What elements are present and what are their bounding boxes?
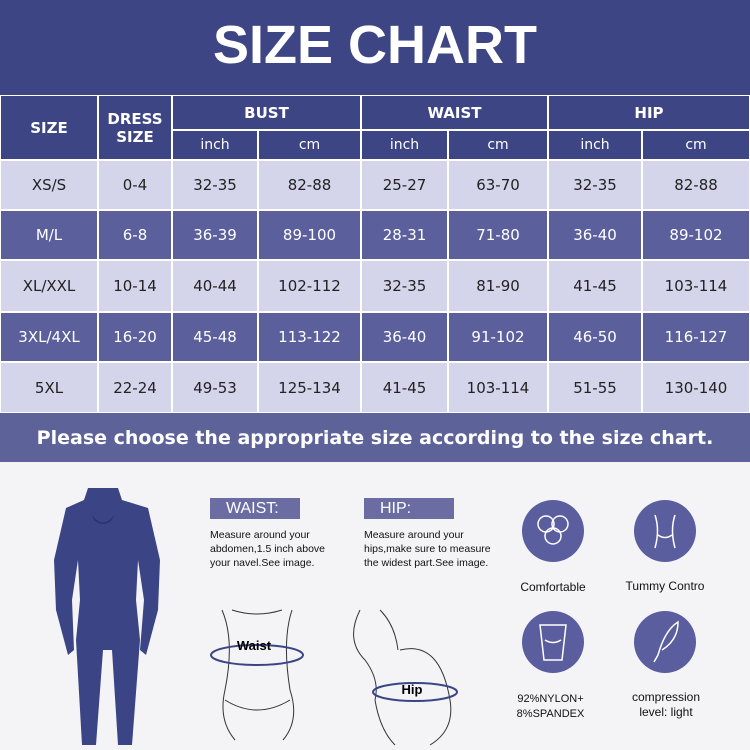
group-header: HIP [548,95,750,130]
title-band [0,0,750,95]
table-cell: 3XL/4XL [0,312,98,362]
table-cell: 36-39 [172,210,258,260]
table-cell: 36-40 [548,210,642,260]
feature-label: Comfortable [520,580,586,594]
feature-label: Tummy Contro [625,579,705,593]
table-cell: 32-35 [361,260,448,312]
measure-text: Measure around your hips,make sure to me… [364,529,491,569]
table-cell: 116-127 [642,312,750,362]
table-cell: 103-114 [448,362,548,413]
unit-header: cm [448,130,548,160]
table-cell: 41-45 [548,260,642,312]
table-cell: 130-140 [642,362,750,413]
feature-label: 92%NYLON+ 8%SPANDEX [516,693,585,720]
table-cell: 89-100 [258,210,361,260]
table-cell: 10-14 [98,260,172,312]
measure-tag: HIP: [364,498,454,519]
table-cell: 41-45 [361,362,448,413]
table-cell: 49-53 [172,362,258,413]
table-cell: 63-70 [448,160,548,210]
table-cell: 46-50 [548,312,642,362]
table-cell: 6-8 [98,210,172,260]
feature-icons [522,500,696,673]
table-cell: 71-80 [448,210,548,260]
table-cell: 25-27 [361,160,448,210]
unit-header: cm [642,130,750,160]
table-cell: 91-102 [448,312,548,362]
table-cell: 81-90 [448,260,548,312]
waist-figure [210,609,304,741]
group-header: WAIST [361,95,548,130]
table-cell: 28-31 [361,210,448,260]
table-cell: 32-35 [172,160,258,210]
table-cell: 0-4 [98,160,172,210]
table-cell: 113-122 [258,312,361,362]
banner: Please choose the appropriate size accor… [0,413,750,462]
hip-figure [353,609,458,746]
table-cell: 32-35 [548,160,642,210]
table-cell: 22-24 [98,362,172,413]
feature-label: compression level: light [631,690,701,719]
table-cell: 82-88 [258,160,361,210]
table-cell: 51-55 [548,362,642,413]
table-cell: 102-112 [258,260,361,312]
table-cell: 5XL [0,362,98,413]
group-header: BUST [172,95,361,130]
table-cell: XL/XXL [0,260,98,312]
table-cell: M/L [0,210,98,260]
bodysuit [54,488,160,745]
header-cell: SIZE [0,95,98,160]
unit-header: cm [258,130,361,160]
hip-label: Hip [402,682,423,697]
waist-label: Waist [237,638,272,653]
table-cell: 89-102 [642,210,750,260]
title: SIZE CHART [213,15,537,75]
table-cell: 103-114 [642,260,750,312]
unit-header: inch [548,130,642,160]
table-cell: 36-40 [361,312,448,362]
table-cell: 16-20 [98,312,172,362]
table-cell: XS/S [0,160,98,210]
table-cell: 40-44 [172,260,258,312]
unit-header: inch [172,130,258,160]
table-cell: 45-48 [172,312,258,362]
unit-header: inch [361,130,448,160]
header-cell: DRESS SIZE [98,95,172,160]
measure-text: Measure around your abdomen,1.5 inch abo… [210,529,326,569]
measure-tag: WAIST: [210,498,300,519]
table-cell: 125-134 [258,362,361,413]
